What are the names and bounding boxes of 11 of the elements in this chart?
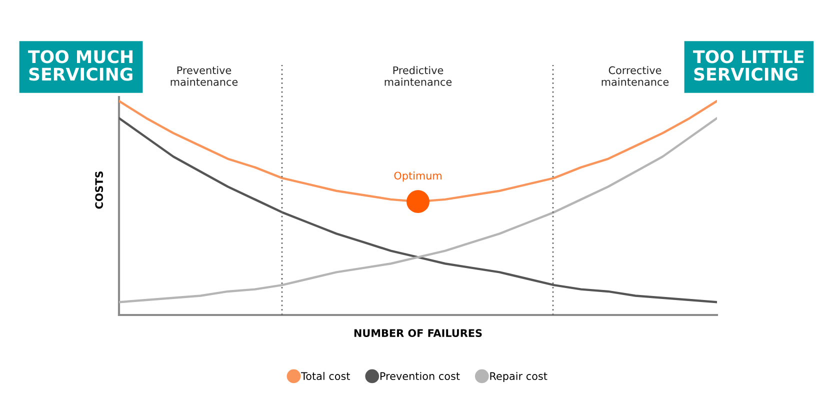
- text: Corrective maintenance: [602, 66, 669, 86]
- x-axis-title: NUMBER OF FAILURES: [354, 329, 482, 338]
- text: Preventive maintenance: [170, 66, 238, 86]
- legend-label: Repair cost: [490, 372, 548, 382]
- y-axis-title: COSTS: [95, 171, 104, 209]
- text: Predictive maintenance: [384, 66, 452, 86]
- text: TOO MUCH SERVICING: [28, 50, 132, 81]
- series-label: Optimum: [394, 172, 442, 182]
- legend-label: Total cost: [300, 372, 350, 380]
- text: TOO LITTLE SERVICING: [693, 50, 804, 81]
- legend-label: Prevention cost: [380, 372, 460, 380]
